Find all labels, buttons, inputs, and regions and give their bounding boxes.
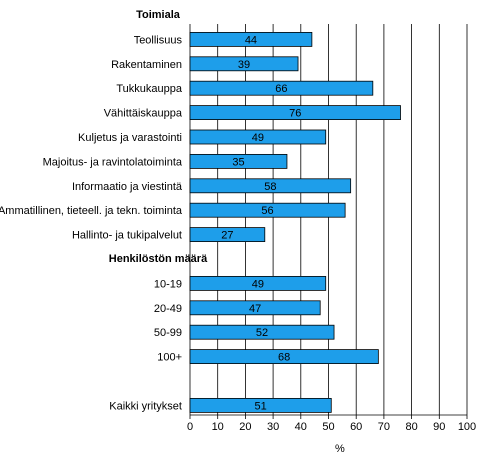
x-tick-label: 40	[295, 421, 307, 433]
bar-value-label: 47	[249, 303, 261, 315]
bar-value-label: 44	[245, 34, 257, 46]
bar-value-label: 27	[221, 230, 233, 242]
x-axis-label: %	[335, 443, 345, 455]
bar	[189, 324, 335, 340]
category-label: Ammatillinen, tieteell. ja tekn. toimint…	[0, 205, 183, 217]
category-label: Majoitus- ja ravintolatoiminta	[43, 156, 183, 168]
bar-value-label: 56	[261, 205, 273, 217]
bar-value-label: 58	[264, 181, 276, 193]
chart-x-axis: 0 10 20 30 40 50 60 70 80 90 100	[187, 414, 476, 433]
bar	[189, 178, 352, 194]
bar-value-label: 49	[252, 132, 264, 144]
bar-value-label: 68	[278, 352, 290, 364]
category-label: Teollisuus	[134, 34, 183, 46]
category-label: Informaatio ja viestintä	[72, 181, 183, 193]
category-label: Vähittäiskauppa	[104, 108, 183, 120]
category-label: Rakentaminen	[111, 59, 182, 71]
bar	[189, 105, 401, 120]
category-label: Kaikki yritykset	[109, 400, 182, 412]
bar-value-label: 35	[232, 156, 244, 168]
x-tick-label: 80	[405, 421, 417, 433]
group-header: Toimiala	[136, 9, 181, 21]
bar	[189, 275, 327, 291]
x-tick-label: 60	[350, 421, 362, 433]
bar	[189, 202, 346, 218]
chart-category-labels: Toimiala Teollisuus Rakentaminen Tukkukaupp…	[0, 9, 208, 412]
bar	[189, 349, 379, 365]
bar	[189, 80, 374, 96]
x-tick-label: 100	[458, 421, 476, 433]
bar	[189, 300, 321, 316]
category-label: Hallinto- ja tukipalvelut	[72, 230, 182, 242]
x-tick-label: 0	[187, 421, 193, 433]
x-tick-label: 70	[378, 421, 390, 433]
x-tick-label: 10	[212, 421, 224, 433]
category-label: Tukkukauppa	[116, 83, 183, 95]
bar	[189, 397, 332, 413]
x-tick-label: 20	[239, 421, 251, 433]
category-label: 10-19	[154, 278, 182, 290]
category-label: 50-99	[154, 327, 182, 339]
bar	[189, 227, 266, 243]
bar	[189, 129, 327, 145]
category-label: Kuljetus ja varastointi	[78, 132, 182, 144]
category-label: 20-49	[154, 303, 182, 315]
chart-data-labels: 44 39 66 76 49 35 58 56 27 49 47 52 68 51	[221, 34, 301, 412]
bar	[189, 32, 313, 47]
chart-bars	[189, 32, 401, 413]
bar-value-label: 49	[252, 278, 264, 290]
bar-value-label: 76	[289, 108, 301, 120]
bar-value-label: 51	[255, 400, 267, 412]
category-label: 100+	[157, 352, 182, 364]
bar	[189, 153, 288, 169]
x-tick-label: 90	[433, 421, 445, 433]
bar	[189, 56, 299, 72]
bar-value-label: 66	[275, 83, 287, 95]
group-header: Henkilöstön määrä	[109, 253, 208, 265]
x-tick-label: 30	[267, 421, 279, 433]
x-tick-label: 50	[322, 421, 334, 433]
bar-value-label: 52	[256, 327, 268, 339]
bar-value-label: 39	[238, 59, 250, 71]
